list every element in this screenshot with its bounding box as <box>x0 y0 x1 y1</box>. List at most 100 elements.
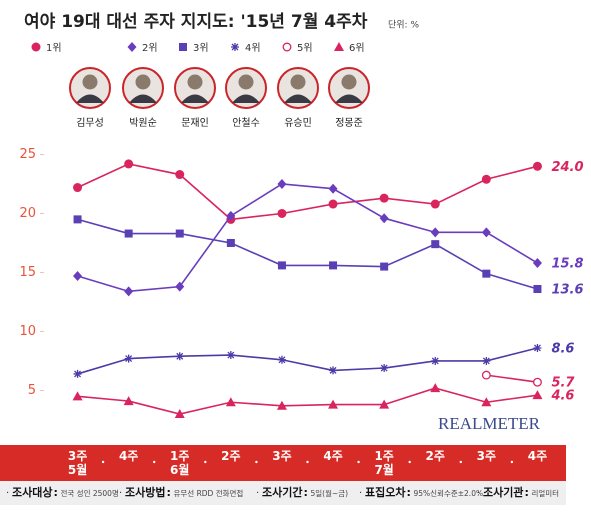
marker <box>124 159 134 169</box>
data-label: 24.0 <box>551 160 583 175</box>
x-tick-label: 3주 <box>477 449 496 463</box>
marker <box>380 262 389 271</box>
footer-text: 5일(월~금) <box>310 488 348 498</box>
separator-dot <box>101 460 105 464</box>
watermark: REALMETER <box>438 414 541 433</box>
marker <box>276 400 287 410</box>
footer-text: 리얼미터 <box>531 489 559 498</box>
y-tick-label: 5 <box>28 383 36 398</box>
marker <box>481 370 491 380</box>
photo-body <box>181 94 209 103</box>
x-tick-label: 4주 <box>119 449 138 463</box>
marker <box>226 238 235 247</box>
marker <box>533 284 542 293</box>
marker <box>328 399 339 409</box>
legend-marker <box>282 42 292 52</box>
x-tick-label: 1주 7월 <box>374 449 393 477</box>
series-line <box>77 218 538 290</box>
marker <box>73 183 83 193</box>
legend-label: 4위 <box>245 41 261 54</box>
series-line <box>77 347 538 375</box>
marker <box>329 261 338 270</box>
marker <box>329 366 338 375</box>
x-tick-label: 3주 <box>272 449 291 463</box>
series-line <box>77 387 538 415</box>
marker <box>481 227 491 238</box>
data-label: 15.8 <box>551 257 583 272</box>
series-line <box>77 183 538 293</box>
footer-text: 전국 성인 2500명 <box>60 488 118 498</box>
legend-label: 5위 <box>297 41 313 54</box>
marker <box>532 390 543 400</box>
marker <box>124 229 133 238</box>
candidate-name: 정몽준 <box>335 117 363 129</box>
marker <box>175 229 184 238</box>
footer-text: 유무선 RDD 전화면접 <box>173 488 243 498</box>
legend-label: 6위 <box>349 41 365 54</box>
footer-colon: : <box>406 486 410 499</box>
marker <box>277 261 286 270</box>
marker <box>481 174 491 184</box>
marker <box>226 351 235 360</box>
footer-bullet: · <box>119 488 122 499</box>
footer-bullet: · <box>256 488 259 499</box>
separator-dot <box>357 460 360 464</box>
marker <box>73 215 82 224</box>
legend-label: 3위 <box>193 41 209 54</box>
marker <box>72 391 83 401</box>
marker <box>430 383 441 393</box>
candidate-name: 박원순 <box>129 117 157 129</box>
marker <box>277 355 286 364</box>
photo-head <box>290 74 306 90</box>
separator-dot <box>408 460 411 464</box>
marker <box>124 354 133 363</box>
photo-body <box>76 94 104 103</box>
marker <box>124 286 134 297</box>
footer-colon: : <box>303 486 307 499</box>
data-label: 5.7 <box>551 376 575 391</box>
marker <box>328 199 338 209</box>
legend-label: 1위 <box>46 41 62 54</box>
series-line <box>77 163 538 221</box>
legend-label: 2위 <box>142 41 158 54</box>
separator-dot <box>306 460 309 464</box>
marker <box>174 409 185 419</box>
marker <box>431 356 440 365</box>
legend-marker <box>334 42 344 51</box>
unit-label: 단위: % <box>388 20 419 31</box>
marker <box>277 178 287 189</box>
photo-head <box>238 74 254 90</box>
y-tick-label: 20 <box>19 206 36 221</box>
marker <box>380 364 389 373</box>
legend-marker <box>31 42 41 52</box>
marker <box>379 193 389 203</box>
marker <box>175 170 185 180</box>
marker <box>533 343 542 352</box>
marker <box>226 210 236 221</box>
marker <box>430 227 440 238</box>
y-tick-label: 25 <box>19 147 36 162</box>
separator-dot <box>510 460 514 464</box>
candidate-name: 안철수 <box>232 117 260 129</box>
marker <box>328 183 338 194</box>
marker <box>225 397 236 407</box>
candidate-name: 김무성 <box>76 117 104 129</box>
photo-head <box>341 74 357 90</box>
data-label: 8.6 <box>551 341 574 356</box>
y-tick-label: 15 <box>19 265 36 280</box>
photo-head <box>82 74 98 90</box>
marker <box>379 213 389 224</box>
legend-marker <box>231 43 239 51</box>
marker <box>532 161 542 171</box>
footer-colon: : <box>53 486 57 499</box>
photo-body <box>232 94 260 103</box>
photo-body <box>129 94 157 103</box>
legend-marker <box>179 43 187 51</box>
x-tick-label: 2주 <box>221 449 240 463</box>
footer-label: 조사방법 <box>125 485 165 499</box>
data-label: 13.6 <box>551 282 583 297</box>
footer-text: 95%신뢰수준±2.0% <box>413 489 483 498</box>
photo-head <box>135 74 151 90</box>
marker <box>533 377 542 387</box>
x-tick-label: 3주 5월 <box>68 449 87 477</box>
